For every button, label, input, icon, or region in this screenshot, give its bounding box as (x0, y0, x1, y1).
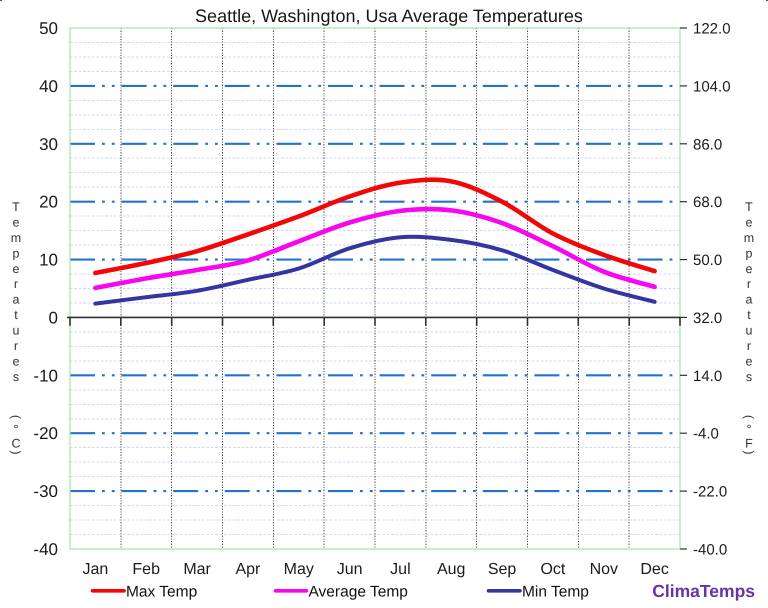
svg-text:°: ° (747, 423, 752, 437)
svg-text:Apr: Apr (235, 561, 261, 578)
svg-text:e: e (13, 262, 20, 276)
svg-text:-22.0: -22.0 (693, 484, 727, 501)
svg-text:r: r (14, 277, 18, 291)
svg-text:a: a (13, 293, 20, 307)
svg-text:T: T (745, 200, 753, 214)
svg-text:C: C (11, 437, 20, 451)
svg-text:r: r (747, 339, 751, 353)
svg-text:68.0: 68.0 (693, 194, 722, 211)
svg-text:30: 30 (39, 135, 58, 154)
svg-text:-10: -10 (33, 366, 58, 385)
svg-text:Average Temp: Average Temp (309, 584, 408, 601)
svg-text:): ) (742, 450, 756, 454)
svg-text:T: T (12, 200, 20, 214)
svg-text:r: r (14, 339, 18, 353)
svg-text:0: 0 (49, 308, 58, 327)
svg-text:Jul: Jul (390, 561, 410, 578)
svg-text:14.0: 14.0 (693, 368, 722, 385)
svg-text:Max Temp: Max Temp (126, 584, 197, 601)
svg-text:e: e (13, 355, 20, 369)
svg-text:m: m (744, 231, 754, 245)
svg-text:10: 10 (39, 251, 58, 270)
svg-text:-20: -20 (33, 424, 58, 443)
svg-text:): ) (9, 450, 23, 454)
svg-text:20: 20 (39, 193, 58, 212)
svg-text:s: s (746, 370, 752, 384)
svg-text:ClimaTemps: ClimaTemps (652, 581, 755, 601)
svg-text:e: e (13, 215, 20, 229)
svg-text:r: r (747, 277, 751, 291)
svg-text:°: ° (14, 423, 19, 437)
svg-text:122.0: 122.0 (693, 21, 731, 38)
svg-text:Oct: Oct (540, 561, 565, 578)
svg-text:Jun: Jun (337, 561, 363, 578)
svg-text:-4.0: -4.0 (693, 426, 719, 443)
svg-text:t: t (747, 308, 751, 322)
svg-text:Dec: Dec (640, 561, 668, 578)
svg-text:Min Temp: Min Temp (522, 584, 589, 601)
svg-text:86.0: 86.0 (693, 136, 722, 153)
svg-text:s: s (13, 370, 19, 384)
svg-text:u: u (746, 324, 753, 338)
svg-text:e: e (746, 355, 753, 369)
svg-text:(: ( (742, 415, 756, 420)
svg-text:104.0: 104.0 (693, 78, 731, 95)
svg-text:Jan: Jan (83, 561, 109, 578)
svg-text:Seattle, Washington, Usa Avera: Seattle, Washington, Usa Average Tempera… (195, 6, 583, 26)
svg-text:Nov: Nov (590, 561, 618, 578)
svg-text:Mar: Mar (183, 561, 211, 578)
svg-text:F: F (745, 437, 753, 451)
svg-text:a: a (746, 293, 753, 307)
svg-text:e: e (746, 215, 753, 229)
svg-text:Aug: Aug (437, 561, 465, 578)
svg-text:32.0: 32.0 (693, 310, 722, 327)
svg-text:t: t (14, 308, 18, 322)
svg-text:50.0: 50.0 (693, 252, 722, 269)
svg-text:Sep: Sep (488, 561, 517, 578)
svg-text:-30: -30 (33, 482, 58, 501)
svg-text:40: 40 (39, 77, 58, 96)
svg-text:e: e (746, 262, 753, 276)
svg-text:50: 50 (39, 19, 58, 38)
svg-text:Feb: Feb (132, 561, 160, 578)
svg-text:May: May (284, 561, 314, 578)
svg-text:(: ( (9, 415, 23, 420)
svg-text:-40.0: -40.0 (693, 542, 727, 559)
svg-text:p: p (746, 246, 753, 260)
svg-text:-40: -40 (33, 540, 58, 559)
svg-text:p: p (13, 246, 20, 260)
svg-text:u: u (13, 324, 20, 338)
svg-text:m: m (11, 231, 21, 245)
